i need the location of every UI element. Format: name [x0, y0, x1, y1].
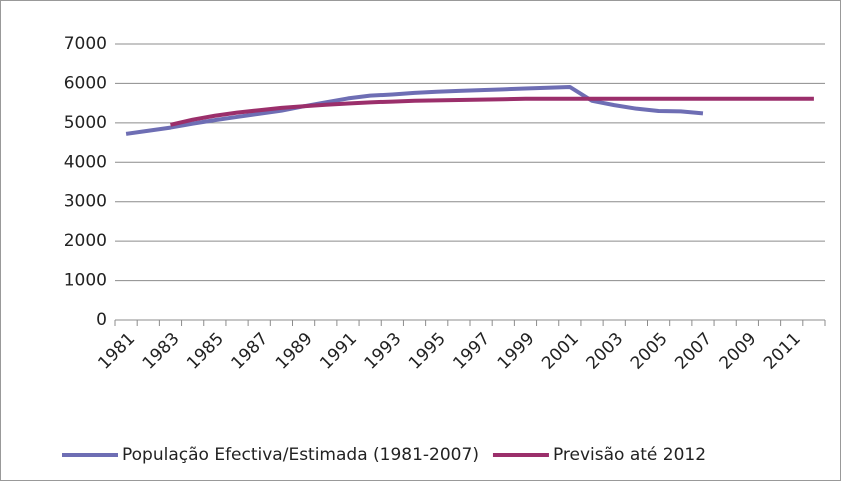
legend-label: População Efectiva/Estimada (1981-2007)	[122, 445, 479, 465]
series-line	[125, 84, 704, 136]
y-tick-label: 7000	[64, 34, 107, 54]
y-tick-label: 3000	[64, 192, 107, 212]
series-line	[170, 96, 814, 127]
y-tick-label: 0	[96, 310, 107, 330]
y-tick-label: 5000	[64, 113, 107, 133]
y-tick-label: 6000	[64, 73, 107, 93]
y-tick-label: 2000	[64, 231, 107, 251]
legend-label: Previsão até 2012	[553, 445, 706, 465]
y-tick-label: 1000	[64, 271, 107, 291]
y-tick-label: 4000	[64, 152, 107, 172]
